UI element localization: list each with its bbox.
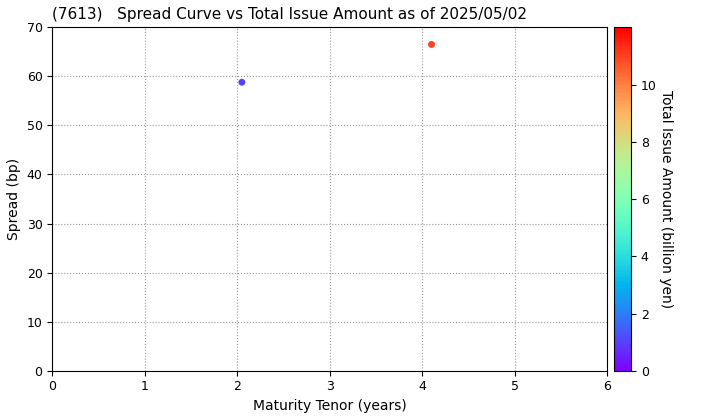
Y-axis label: Total Issue Amount (billion yen): Total Issue Amount (billion yen) [660,90,673,308]
Point [236,79,248,86]
X-axis label: Maturity Tenor (years): Maturity Tenor (years) [253,399,407,413]
Y-axis label: Spread (bp): Spread (bp) [7,158,21,240]
Point [426,41,437,48]
Text: (7613)   Spread Curve vs Total Issue Amount as of 2025/05/02: (7613) Spread Curve vs Total Issue Amoun… [53,7,527,22]
